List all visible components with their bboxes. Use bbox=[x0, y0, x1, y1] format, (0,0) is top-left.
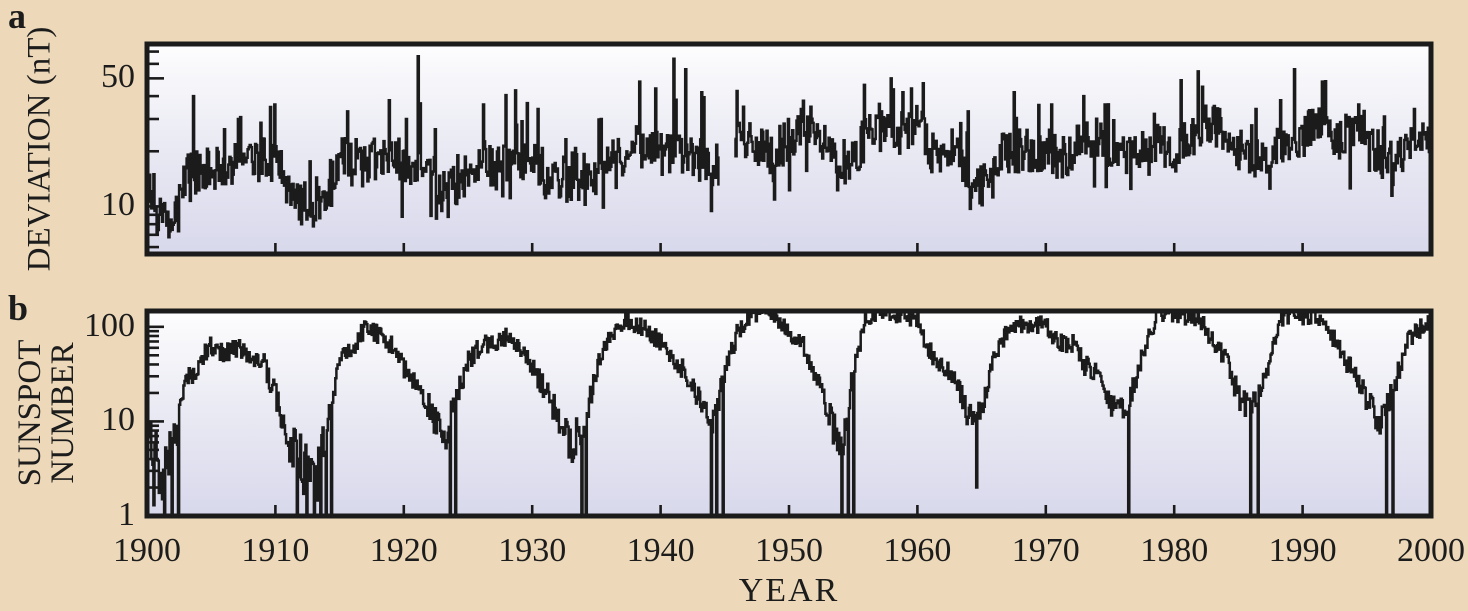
x-tick-label-1930: 1930 bbox=[498, 532, 567, 569]
panel-b-y-tick-label-100: 100 bbox=[84, 306, 135, 344]
panel-b-letter: b bbox=[8, 288, 29, 328]
x-tick-label-1980: 1980 bbox=[1140, 532, 1209, 569]
panel-b-y-tick-label-10: 10 bbox=[101, 401, 135, 439]
panel-a-y-tick-label-50: 50 bbox=[101, 58, 135, 96]
x-tick-label-1990: 1990 bbox=[1268, 532, 1337, 569]
x-tick-label-1960: 1960 bbox=[883, 532, 952, 569]
x-tick-label-2000: 2000 bbox=[1397, 532, 1465, 569]
panel-b-y-axis-label-line1: SUNSPOT bbox=[12, 339, 48, 487]
panel-b-plot bbox=[144, 308, 1434, 519]
x-axis-title: YEAR bbox=[738, 572, 840, 609]
x-tick-label-1970: 1970 bbox=[1011, 532, 1080, 569]
panel-a-letter: a bbox=[8, 0, 26, 36]
x-tick-label-1920: 1920 bbox=[369, 532, 438, 569]
panel-b-y-tick-label-1: 1 bbox=[118, 496, 135, 533]
x-tick-label-1910: 1910 bbox=[241, 532, 310, 569]
x-tick-label-1900: 1900 bbox=[113, 532, 181, 569]
x-tick-label-1940: 1940 bbox=[626, 532, 695, 569]
panel-a-y-tick-label-10: 10 bbox=[101, 186, 135, 224]
panel-a-y-axis-label: DEVIATION (nT) bbox=[21, 26, 58, 272]
panel-a-plot bbox=[144, 41, 1434, 257]
x-tick-label-1950: 1950 bbox=[755, 532, 823, 569]
